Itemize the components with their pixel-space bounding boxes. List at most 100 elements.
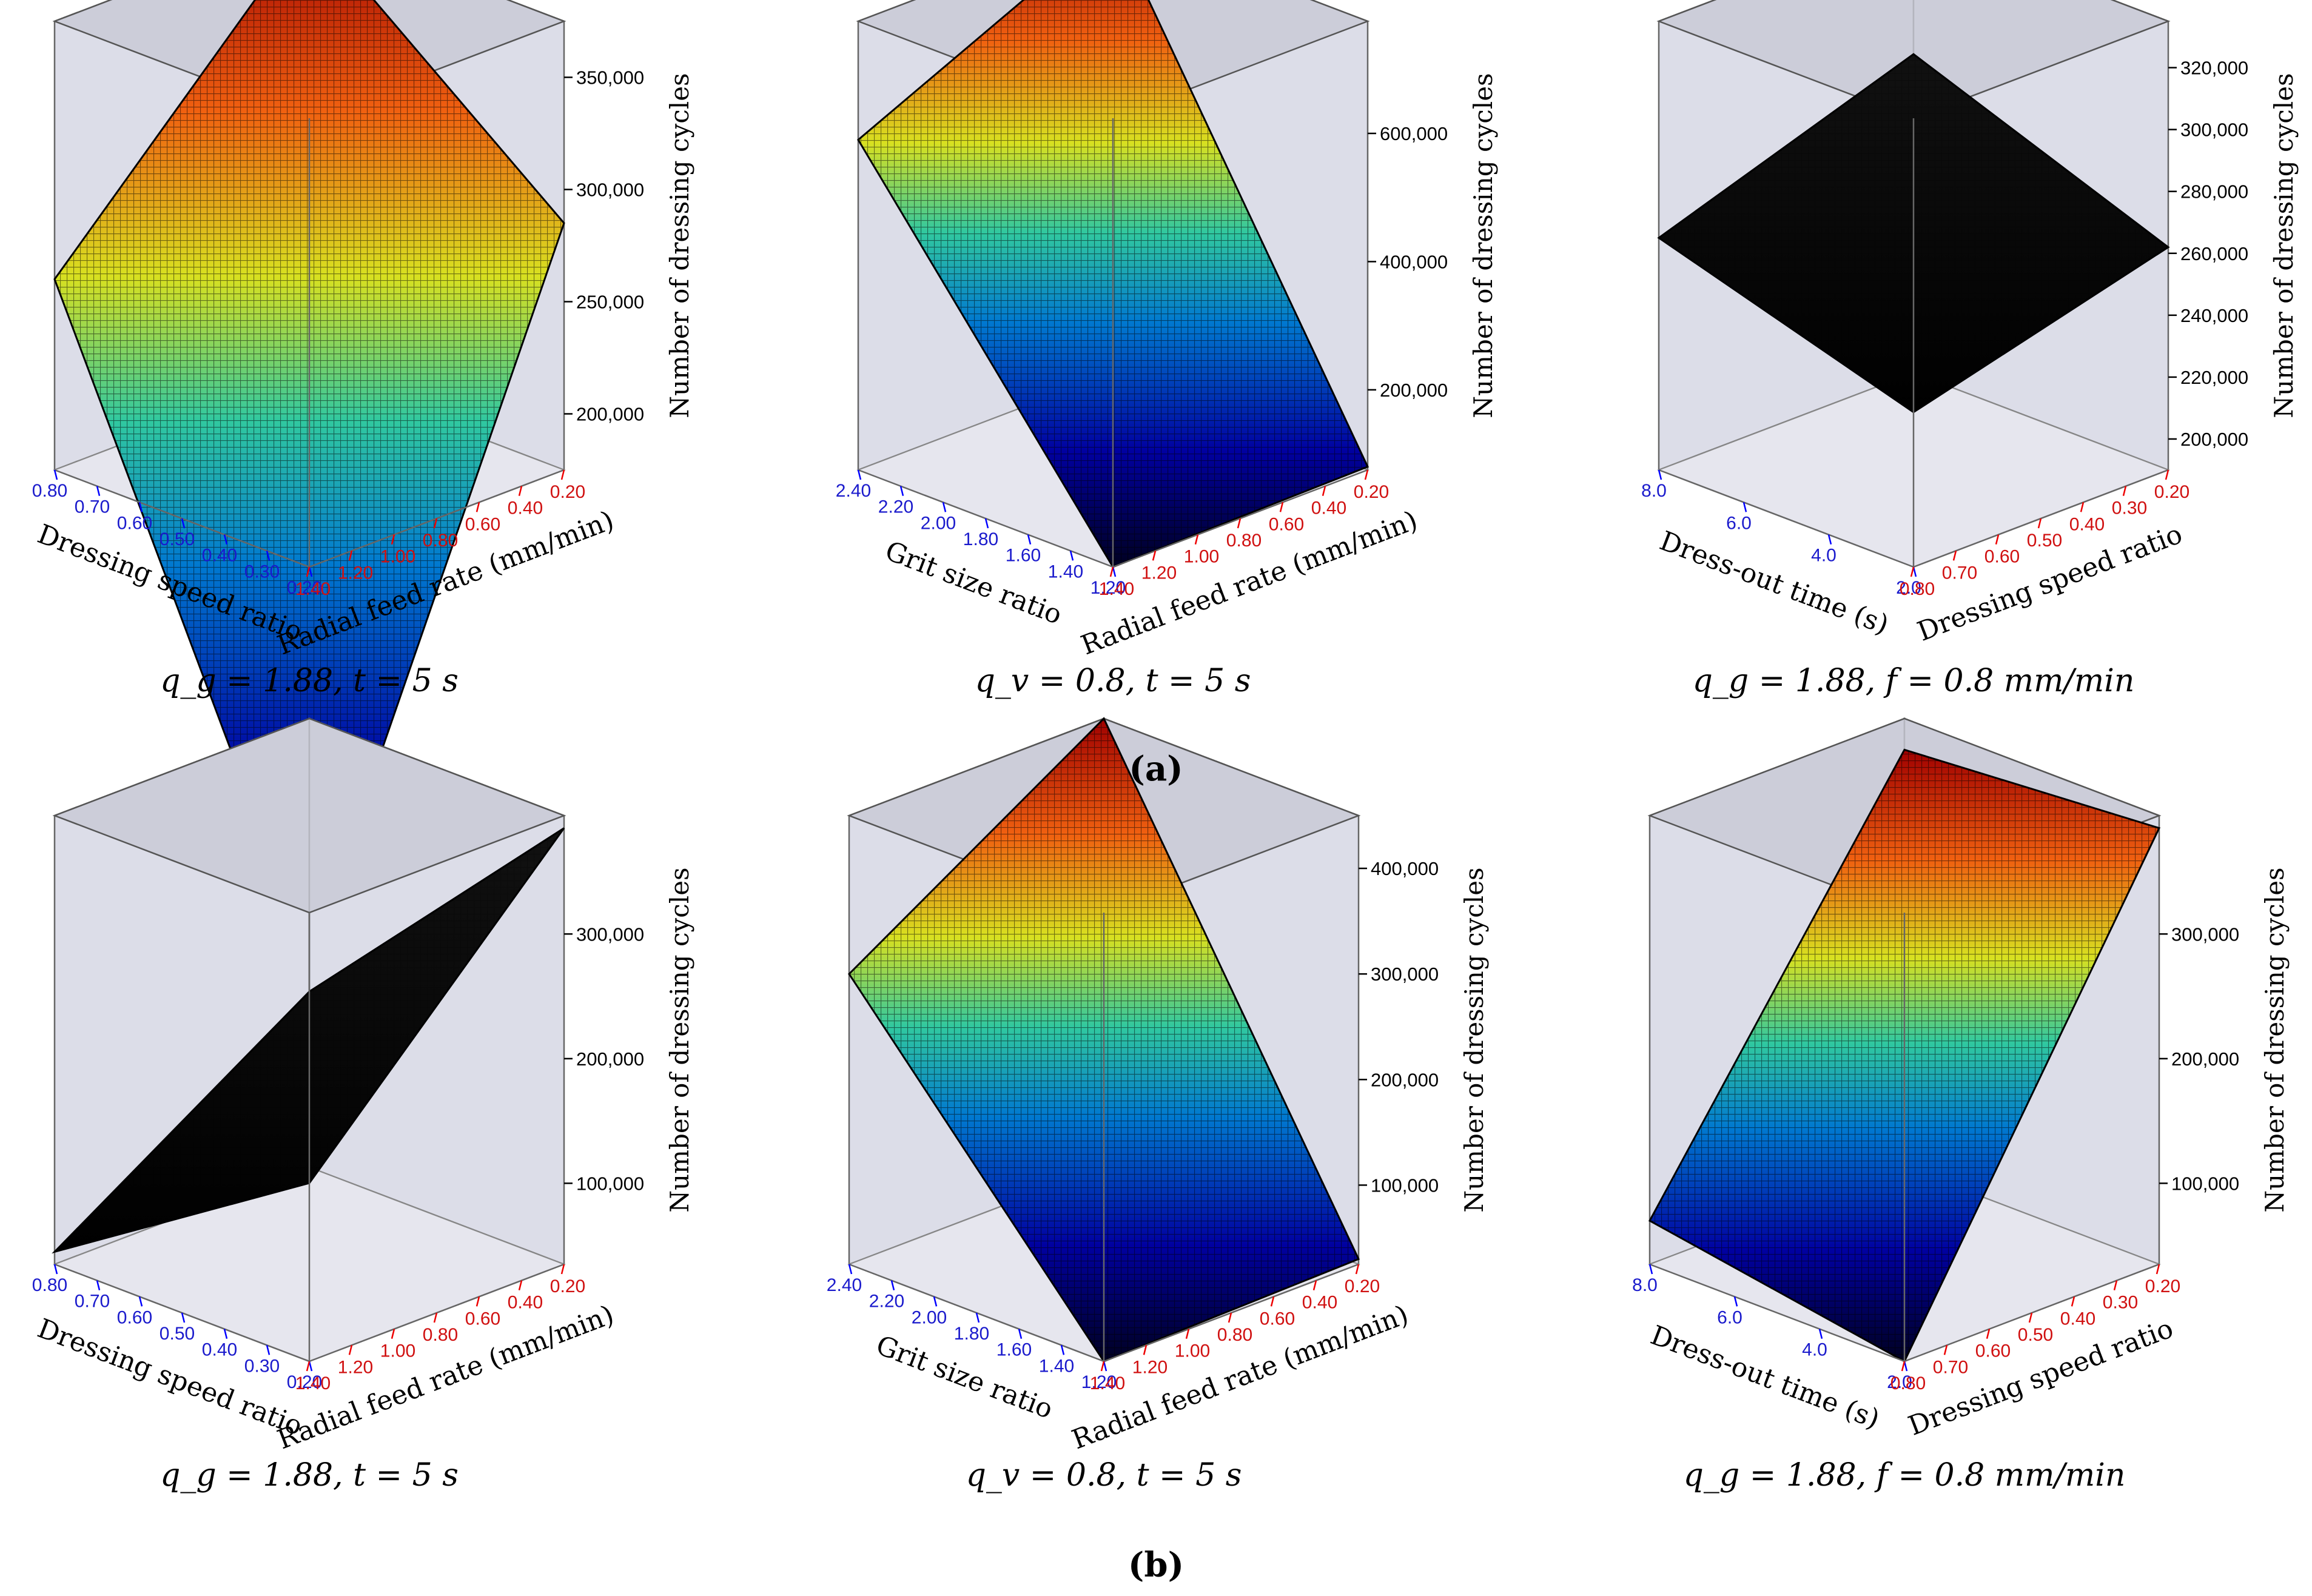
y-tick-label: 1.40	[1099, 579, 1134, 599]
x-tick-label: 8.0	[1641, 481, 1667, 501]
y-tick-mark	[1901, 1361, 1906, 1372]
floor-edge-left	[1658, 469, 1914, 568]
panel-caption: q_v = 0.8, t = 5 s	[966, 1457, 1242, 1494]
y-tick-mark	[306, 1361, 311, 1372]
x-tick-label: 0.60	[117, 513, 152, 533]
floor-edge-left	[1649, 1263, 1905, 1363]
x-tick-label: 0.20	[287, 1372, 322, 1392]
y-tick-label: 0.20	[1345, 1276, 1380, 1296]
z-axis-title: Number of dressing cycles	[665, 867, 694, 1212]
x-tick-label: 0.40	[202, 1340, 237, 1360]
y-tick-label: 0.60	[465, 1309, 500, 1329]
x-tick-label: 1.40	[1039, 1356, 1074, 1376]
x-tick-mark	[984, 518, 989, 529]
y-tick-mark	[1322, 486, 1326, 496]
y-tick-mark	[518, 1280, 523, 1290]
z-axis-title: Number of dressing cycles	[665, 73, 694, 418]
x-tick-mark	[1648, 1264, 1653, 1275]
y-tick-label: 1.00	[1175, 1341, 1210, 1361]
x-tick-label: 0.70	[75, 1292, 110, 1312]
z-tick-label: 250,000	[576, 292, 644, 313]
z-axis-title: Number of dressing cycles	[1459, 867, 1489, 1212]
x-tick-mark	[138, 1296, 143, 1307]
ceiling	[52, 717, 566, 914]
x-tick-mark	[1818, 1329, 1823, 1339]
z-tick-label: 200,000	[2171, 1048, 2239, 1070]
x-tick-label: 1.80	[954, 1324, 989, 1344]
y-tick-label: 0.40	[1302, 1293, 1337, 1313]
y-tick-mark	[306, 566, 311, 577]
z-tick-label: 200,000	[576, 1048, 644, 1070]
x-tick-label: 1.20	[1081, 1372, 1117, 1392]
z-tick-label: 100,000	[1371, 1175, 1439, 1196]
x-tick-mark	[223, 534, 228, 545]
y-tick-label: 0.40	[2069, 514, 2105, 534]
y-tick-mark	[433, 1312, 438, 1323]
x-tick-label: 1.20	[1090, 578, 1126, 598]
x-tick-label: 0.50	[160, 529, 195, 549]
panel-caption: q_g = 1.88, t = 5 s	[160, 1457, 459, 1494]
y-tick-mark	[560, 1264, 565, 1275]
z-tick-label: 320,000	[2180, 58, 2248, 79]
x-tick-label: 0.80	[32, 481, 67, 501]
x-tick-mark	[1027, 534, 1032, 545]
z-tick-label: 200,000	[576, 404, 644, 425]
x-tick-mark	[1112, 566, 1117, 577]
x-tick-label: 0.50	[160, 1324, 195, 1344]
x-tick-label: 0.60	[117, 1307, 152, 1327]
y-tick-mark	[1952, 551, 1957, 561]
y-tick-label: 0.80	[1217, 1325, 1252, 1345]
y-tick-label: 0.50	[2018, 1325, 2053, 1345]
x-tick-label: 2.40	[836, 481, 871, 501]
x-tick-mark	[1903, 1361, 1908, 1372]
x-tick-label: 4.0	[1811, 546, 1836, 566]
y-tick-label: 0.20	[2154, 482, 2189, 502]
y-tick-label: 0.80	[1900, 579, 1935, 599]
y-tick-mark	[348, 1345, 353, 1355]
z-tick-label: 100,000	[2171, 1173, 2239, 1194]
x-tick-label: 0.80	[32, 1275, 67, 1295]
y-tick-mark	[476, 502, 480, 512]
y-tick-label: 0.30	[2112, 498, 2147, 518]
x-tick-mark	[1069, 551, 1074, 561]
x-tick-mark	[899, 486, 904, 496]
z-tick-label: 300,000	[1371, 964, 1439, 985]
x-tick-label: 2.00	[912, 1307, 947, 1327]
y-tick-mark	[1279, 502, 1284, 512]
z-axis-title: Number of dressing cycles	[2260, 867, 2290, 1212]
y-tick-label: 1.40	[295, 579, 331, 599]
y-tick-label: 0.80	[1890, 1373, 1926, 1393]
y-tick-mark	[518, 486, 523, 496]
x-tick-label: 1.80	[963, 529, 998, 549]
x-tick-label: 6.0	[1726, 513, 1752, 533]
y-tick-mark	[1355, 1264, 1360, 1275]
y-tick-mark	[2113, 1280, 2118, 1290]
z-tick-label: 260,000	[2180, 243, 2248, 264]
z-tick-label: 300,000	[2171, 924, 2239, 945]
x-tick-label: 1.60	[1006, 546, 1041, 566]
x-tick-label: 0.30	[244, 562, 280, 582]
x-tick-label: 8.0	[1632, 1275, 1658, 1295]
y-tick-mark	[348, 551, 353, 561]
y-tick-label: 1.00	[380, 1341, 415, 1361]
x-tick-mark	[942, 502, 947, 512]
x-tick-label: 1.60	[996, 1340, 1032, 1360]
y-tick-mark	[1152, 551, 1157, 561]
chart-panel-b-middle: 100,000 200,000 300,000 400,000 Number of dr…	[827, 717, 1489, 1494]
x-tick-mark	[933, 1296, 938, 1307]
x-tick-label: 0.20	[287, 578, 322, 598]
z-tick-label: 300,000	[576, 179, 644, 201]
panel-label-a: (a)	[1129, 749, 1183, 789]
y-tick-mark	[2037, 518, 2042, 529]
x-tick-label: 0.40	[202, 546, 237, 566]
x-tick-mark	[1658, 469, 1662, 480]
x-tick-mark	[890, 1280, 895, 1290]
y-tick-label: 1.20	[1141, 563, 1177, 583]
y-tick-label: 1.40	[1090, 1373, 1125, 1393]
panel-caption: q_g = 1.88, f = 0.8 mm/min	[1684, 1457, 2126, 1494]
panel-caption: q_g = 1.88, f = 0.8 mm/min	[1693, 663, 2135, 699]
x-tick-mark	[266, 551, 271, 561]
z-tick-label: 280,000	[2180, 181, 2248, 203]
y-tick-mark	[1143, 1345, 1148, 1355]
y-tick-mark	[1995, 534, 2000, 545]
